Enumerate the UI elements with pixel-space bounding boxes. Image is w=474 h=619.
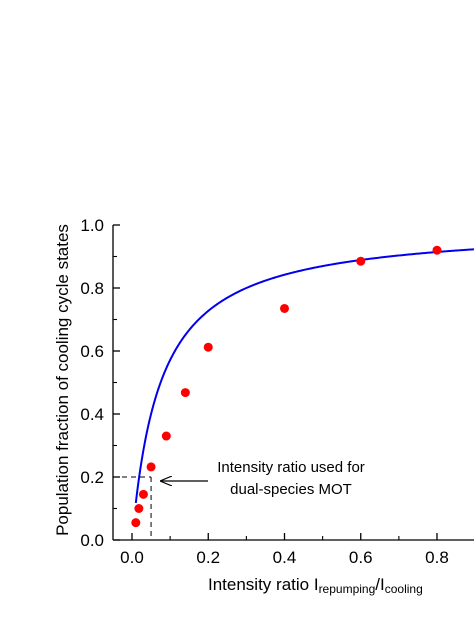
data-point — [432, 245, 442, 255]
annotation-line-1: Intensity ratio used for — [217, 459, 365, 476]
x-axis-title-main: Intensity ratio I — [208, 575, 319, 594]
data-point — [138, 489, 148, 499]
data-point — [134, 504, 144, 513]
y-axis-title: Population fraction of cooling cycle sta… — [53, 224, 72, 536]
y-tick-label: 0.8 — [80, 279, 104, 298]
x-tick-label: 0.2 — [196, 548, 220, 567]
x-tick-label: 0.4 — [273, 548, 297, 567]
y-tick-label: 0.2 — [80, 468, 104, 487]
y-ticks: 0.0 0.2 0.4 0.6 0.8 1.0 — [80, 216, 120, 550]
data-point — [146, 462, 156, 472]
x-axis-title-sub-repumping: repumping — [319, 582, 376, 596]
x-tick-label: 0.6 — [349, 548, 373, 567]
x-axis-title-sub-cooling: cooling — [385, 582, 423, 596]
data-point — [131, 518, 141, 528]
x-ticks: 0.0 0.2 0.4 0.6 0.8 — [120, 533, 449, 567]
data-point — [356, 256, 366, 266]
y-tick-label: 1.0 — [80, 216, 104, 235]
x-tick-label: 0.0 — [120, 548, 144, 567]
x-axis-title: Intensity ratio Irepumping/Icooling — [208, 575, 423, 596]
x-tick-label: 0.8 — [425, 548, 449, 567]
annotation-line-2: dual-species MOT — [230, 481, 352, 498]
data-point — [180, 388, 190, 398]
x-axis-title-slash: /I — [375, 575, 384, 594]
y-tick-label: 0.4 — [80, 405, 104, 424]
data-point — [203, 342, 213, 352]
y-tick-label: 0.0 — [80, 531, 104, 550]
data-point — [161, 431, 171, 441]
y-tick-label: 0.6 — [80, 342, 104, 361]
data-point — [280, 303, 289, 313]
fit-curve — [134, 248, 474, 504]
data-points — [131, 245, 442, 528]
